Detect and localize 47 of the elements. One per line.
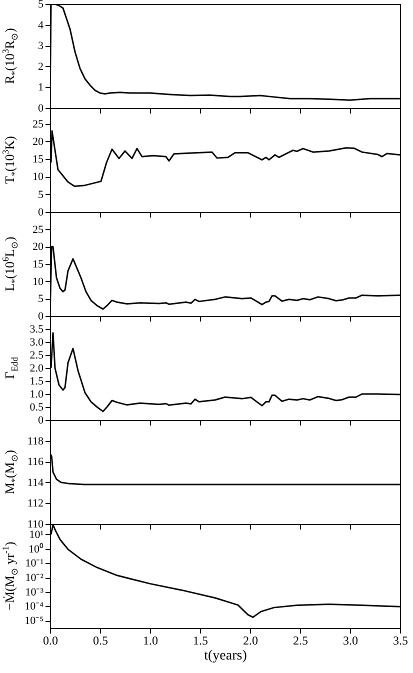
y-tick-label: 3.0 [30, 336, 44, 348]
y-tick-label: 1 [38, 82, 44, 94]
y-tick-label: 0.5 [30, 402, 44, 414]
y-tick-label: 0 [38, 310, 44, 322]
y-tick-label: 10⁻¹ [25, 558, 44, 570]
y-tick-label: 25 [32, 224, 44, 236]
y-tick-label: 10⁻⁵ [24, 615, 44, 628]
y-tick-label: 116 [27, 456, 44, 468]
y-tick-label: 10 [32, 276, 44, 288]
x-tick-label: 3.5 [393, 634, 408, 648]
y-tick-label: 118 [27, 435, 44, 448]
x-tick-label: 1.0 [143, 634, 158, 648]
y-tick-label: 1.0 [30, 388, 44, 400]
x-tick-label: 2.5 [293, 634, 308, 648]
y-tick-label: 10⁰ [28, 542, 44, 556]
x-tick-label: 0.5 [93, 634, 108, 648]
y-tick-label: 25 [32, 118, 44, 130]
y-tick-label: 2.5 [30, 350, 44, 362]
y-tick-label: 114 [27, 476, 44, 489]
x-tick-label: 1.5 [193, 634, 208, 648]
x-axis-title: t(years) [204, 648, 248, 664]
y-tick-label: 20 [32, 241, 44, 254]
y-tick-label: 0 [38, 102, 44, 114]
x-tick-label: 0.0 [43, 634, 58, 648]
y-tick-label: 0 [38, 206, 44, 218]
y-tick-label: 5 [38, 188, 44, 201]
y-tick-label: 110 [27, 518, 44, 530]
y-tick-label: 3 [38, 40, 44, 52]
y-tick-label: 1.5 [30, 376, 44, 388]
x-tick-label: 2.0 [243, 634, 258, 648]
x-tick-label: 3.0 [343, 634, 358, 648]
y-tick-label: 0 [38, 414, 44, 426]
y-tick-label: 10⁻³ [25, 586, 44, 598]
y-tick-label: 15 [32, 154, 44, 166]
y-tick-label: 2.0 [30, 362, 44, 374]
y-tick-label: 112 [27, 498, 44, 510]
y-tick-label: 2 [38, 60, 44, 73]
y-tick-label: 10⁻² [25, 572, 44, 584]
y-tick-label: 4 [38, 19, 44, 32]
y-tick-label: 5 [38, 293, 44, 306]
y-tick-label: 10⁻⁴ [24, 600, 44, 613]
y-tick-label: 10 [32, 171, 44, 184]
y-tick-label: 10¹ [29, 529, 44, 541]
y-tick-label: 15 [32, 258, 44, 270]
y-tick-label: 3.5 [30, 324, 44, 336]
y-tick-label: 5 [38, 0, 44, 10]
y-tick-label: 20 [32, 136, 44, 148]
